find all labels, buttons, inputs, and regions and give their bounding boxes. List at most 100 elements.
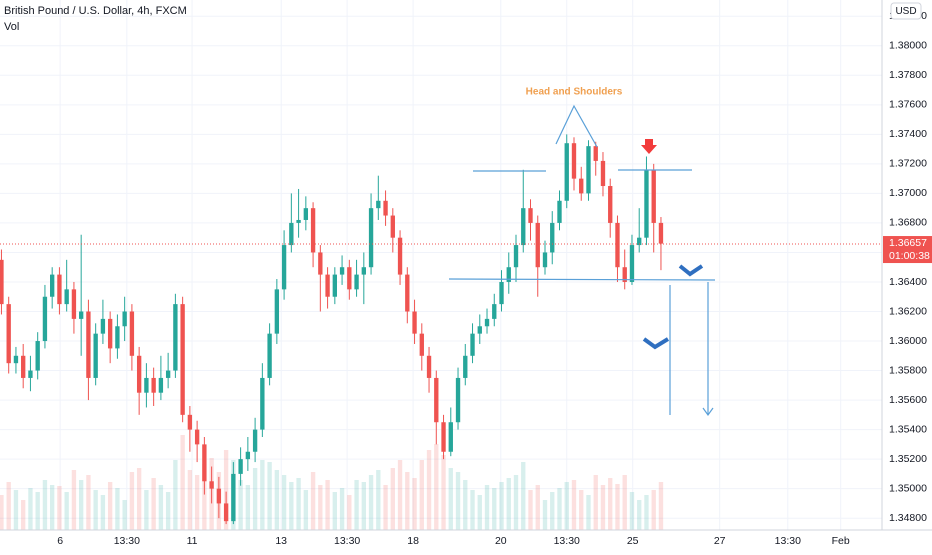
volume-bar bbox=[115, 488, 120, 530]
candle-body bbox=[557, 200, 562, 223]
volume-bar bbox=[615, 484, 620, 530]
volume-bar bbox=[303, 490, 309, 530]
volume-bar bbox=[513, 475, 519, 530]
y-tick-label: 1.36000 bbox=[889, 335, 927, 347]
volume-bar bbox=[78, 480, 84, 530]
volume-bar bbox=[441, 455, 446, 530]
volume-bar bbox=[151, 478, 156, 530]
candle-body bbox=[86, 311, 91, 378]
y-tick-label: 1.38000 bbox=[889, 40, 927, 52]
currency-box[interactable] bbox=[890, 2, 922, 20]
x-tick-label: 13:30 bbox=[334, 535, 360, 547]
candle-body bbox=[441, 422, 446, 452]
volume-bar bbox=[637, 500, 642, 530]
y-tick-label: 1.36200 bbox=[889, 305, 927, 317]
neckline bbox=[448, 278, 716, 281]
candle-layer bbox=[0, 134, 664, 525]
volume-bar bbox=[383, 485, 388, 530]
candle-body bbox=[361, 267, 366, 275]
candle-body bbox=[426, 355, 432, 378]
volume-bar bbox=[644, 495, 649, 530]
volume-bar bbox=[93, 490, 98, 530]
last-price-box bbox=[883, 236, 932, 264]
candle-body bbox=[64, 289, 69, 305]
volume-bar bbox=[144, 490, 149, 530]
candle-body bbox=[644, 169, 649, 238]
candle-body bbox=[303, 208, 309, 220]
candle-body bbox=[484, 318, 490, 327]
volume-bar bbox=[339, 488, 345, 530]
candle-body bbox=[28, 370, 33, 378]
volume-bar bbox=[405, 472, 410, 530]
candle-body bbox=[608, 186, 613, 223]
candle-body bbox=[513, 245, 519, 268]
volume-bar bbox=[158, 485, 164, 530]
y-tick-label: 1.37000 bbox=[889, 187, 927, 199]
head-outline bbox=[555, 104, 598, 148]
y-tick-label: 1.35600 bbox=[889, 394, 927, 406]
volume-bar bbox=[318, 485, 323, 530]
axes: 1.34800 1.35000 1.35200 1.35400 1.35600 1.358… bbox=[57, 10, 927, 547]
volume-bar bbox=[535, 485, 540, 530]
volume-bar bbox=[579, 490, 584, 530]
volume-bar bbox=[608, 478, 613, 530]
volume-bar bbox=[390, 468, 395, 530]
candle-body bbox=[542, 252, 548, 268]
sell-arrow bbox=[641, 139, 657, 154]
candle-body bbox=[347, 267, 352, 290]
candle-body bbox=[281, 245, 287, 290]
candle-body bbox=[136, 355, 142, 393]
candle-body bbox=[0, 259, 4, 305]
y-tick-label: 1.36800 bbox=[889, 217, 927, 229]
candle-body bbox=[637, 237, 642, 246]
annotation: Head and Shoulders bbox=[526, 87, 623, 98]
y-tick-label: 1.35400 bbox=[889, 423, 927, 435]
candle-body bbox=[260, 377, 265, 430]
x-tick-label: 20 bbox=[495, 535, 507, 547]
volume-bar bbox=[223, 450, 229, 530]
currency[interactable]: USD bbox=[895, 6, 916, 17]
volume-bar bbox=[180, 435, 185, 530]
volume-bar bbox=[64, 492, 69, 530]
volume-bar bbox=[57, 486, 62, 530]
candle-body bbox=[42, 296, 48, 342]
volume-bar bbox=[260, 460, 265, 530]
candle-body bbox=[223, 503, 229, 522]
candle-body bbox=[267, 333, 272, 378]
candle-body bbox=[173, 304, 178, 371]
candle-body bbox=[13, 355, 19, 364]
volume-bar bbox=[521, 462, 526, 530]
candle-body bbox=[368, 208, 374, 268]
candle-body bbox=[376, 200, 381, 209]
candle-body bbox=[383, 200, 388, 216]
volume-bar bbox=[477, 495, 482, 530]
candle-body bbox=[165, 370, 171, 378]
candle-body bbox=[180, 304, 185, 415]
candle-body bbox=[209, 481, 214, 489]
volume-bar bbox=[506, 478, 511, 530]
volume-bar bbox=[557, 488, 562, 530]
volume-bar bbox=[281, 475, 287, 530]
y-tick-label: 1.37400 bbox=[889, 128, 927, 140]
volume-bar bbox=[426, 450, 432, 530]
volume-bar bbox=[397, 460, 403, 530]
candle-body bbox=[448, 422, 453, 452]
chevron bbox=[642, 337, 670, 350]
volume-bar bbox=[332, 492, 338, 530]
volume-bar bbox=[289, 482, 294, 530]
candle-body bbox=[216, 488, 222, 504]
volume-bar bbox=[542, 500, 548, 530]
candle-body bbox=[390, 215, 395, 238]
volume-bar bbox=[492, 488, 497, 530]
chart-title: British Pound / U.S. Dollar, 4h, FXCM bbox=[4, 5, 187, 17]
candle-body bbox=[144, 377, 149, 393]
volume-bar bbox=[622, 475, 627, 530]
candle-body bbox=[78, 311, 84, 319]
volume-bar bbox=[6, 482, 11, 530]
x-tick-label: 13:30 bbox=[554, 535, 580, 547]
volume-bar bbox=[129, 472, 135, 530]
candle-body bbox=[238, 459, 243, 474]
volume-bar bbox=[0, 495, 4, 530]
candle-body bbox=[332, 274, 338, 297]
candle-body bbox=[310, 208, 316, 253]
